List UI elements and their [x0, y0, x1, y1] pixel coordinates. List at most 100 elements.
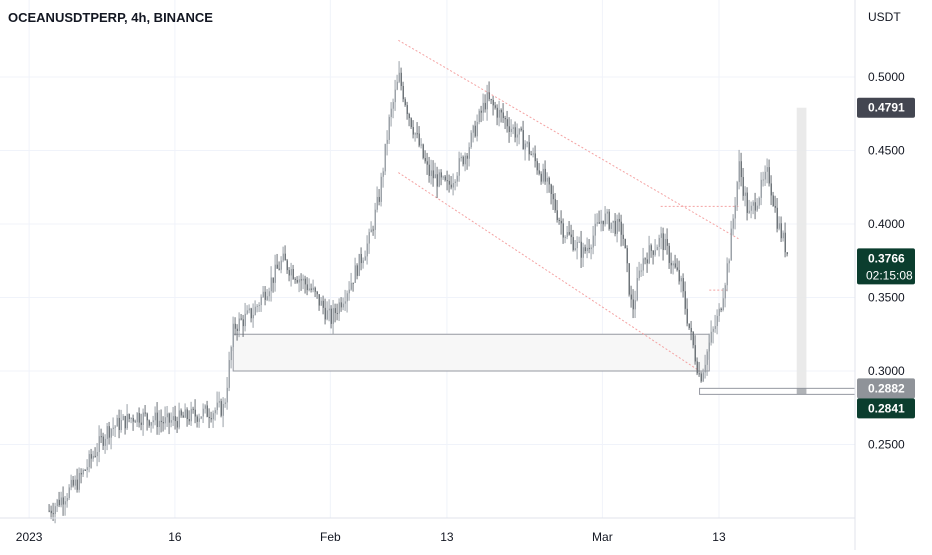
candle-body: [166, 413, 168, 418]
price-axis[interactable]: 0.5000 0.4500 0.4000 0.3500 0.3000 0.2500: [854, 0, 905, 550]
candle-body: [318, 294, 320, 306]
candle-body: [274, 264, 276, 283]
candle-body: [514, 127, 516, 138]
candle-body: [114, 426, 116, 428]
candle-body: [174, 416, 176, 422]
candle-body: [76, 479, 78, 490]
candle-body: [694, 345, 696, 362]
candle-body: [366, 243, 368, 257]
candle-body: [186, 409, 188, 420]
candle-body: [710, 331, 712, 343]
candle-body: [686, 308, 688, 324]
candle-body: [466, 155, 468, 159]
y-tick-label: 0.2500: [868, 438, 905, 452]
candle-body: [636, 278, 638, 301]
x-tick-label: 16: [168, 530, 182, 544]
candle-body: [640, 270, 642, 272]
candle-body: [142, 412, 144, 425]
candle-body: [576, 241, 578, 249]
candle-body: [682, 278, 684, 292]
candle-body: [322, 300, 324, 308]
candle-body: [150, 422, 152, 426]
candle-body: [714, 326, 716, 329]
candle-body: [222, 404, 224, 416]
candles[interactable]: [48, 61, 788, 524]
price-badge-last-text: 0.3766: [868, 251, 905, 265]
candle-body: [106, 426, 108, 439]
candle-body: [424, 157, 426, 162]
candle-body: [498, 109, 500, 118]
candle-body: [294, 278, 296, 280]
candle-body: [84, 469, 86, 471]
candle-body: [98, 436, 100, 453]
candle-body: [620, 221, 622, 235]
candle-body: [268, 291, 270, 297]
candle-body: [534, 153, 536, 162]
candle-body: [460, 156, 462, 159]
candle-body: [70, 479, 72, 488]
candle-body: [296, 279, 298, 283]
candle-body: [770, 183, 772, 196]
x-tick-label: Feb: [320, 530, 341, 544]
candle-body: [264, 291, 266, 300]
candle-body: [734, 205, 736, 219]
candle-body: [364, 256, 366, 261]
candle-body: [642, 258, 644, 271]
candle-body: [712, 328, 714, 332]
candle-body: [390, 108, 392, 117]
candle-body: [130, 418, 132, 420]
candle-body: [546, 177, 548, 182]
candle-body: [342, 303, 344, 308]
candle-body: [278, 268, 280, 270]
candle-body: [190, 408, 192, 422]
candle-body: [690, 327, 692, 332]
candle-body: [602, 220, 604, 225]
candle-body: [646, 259, 648, 264]
candle-body: [538, 170, 540, 174]
candle-body: [472, 125, 474, 133]
drawing-annotations: [232, 39, 856, 395]
candle-body: [634, 300, 636, 310]
candle-body: [730, 228, 732, 261]
candle-body: [444, 176, 446, 181]
candle-body: [376, 196, 378, 210]
candle-body: [346, 293, 348, 302]
candle-body: [284, 253, 286, 261]
candle-body: [368, 232, 370, 244]
candle-body: [728, 260, 730, 264]
projection-bar: [796, 107, 807, 395]
candle-body: [164, 417, 166, 424]
time-axis[interactable]: 2023 16 Feb 13 Mar 13: [0, 517, 855, 544]
candle-body: [198, 418, 200, 422]
candle-body: [762, 179, 764, 181]
countdown-text: 02:15:08: [866, 268, 913, 282]
candle-body: [696, 361, 698, 374]
candle-body: [768, 167, 770, 184]
candle-body: [542, 168, 544, 182]
candle-body: [306, 284, 308, 291]
y-tick-label: 0.5000: [868, 70, 905, 84]
y-axis-unit: USDT: [868, 10, 901, 24]
candle-body: [204, 405, 206, 409]
candle-body: [252, 314, 254, 319]
candle-body: [658, 237, 660, 247]
candle-body: [474, 125, 476, 137]
candle-body: [110, 428, 112, 438]
candle-body: [400, 72, 402, 86]
candle-body: [258, 305, 260, 307]
candle-body: [524, 143, 526, 150]
candle-body: [780, 223, 782, 239]
candle-body: [244, 313, 246, 327]
candle-body: [482, 102, 484, 113]
candle-body: [426, 161, 428, 165]
candle-body: [580, 241, 582, 258]
candle-body: [724, 285, 726, 299]
demand-zone: [699, 387, 856, 395]
candle-body: [314, 287, 316, 292]
candle-body: [584, 247, 586, 252]
candle-body: [764, 171, 766, 180]
candle-body: [736, 182, 738, 206]
candle-body: [48, 510, 50, 512]
candle-body: [214, 410, 216, 414]
